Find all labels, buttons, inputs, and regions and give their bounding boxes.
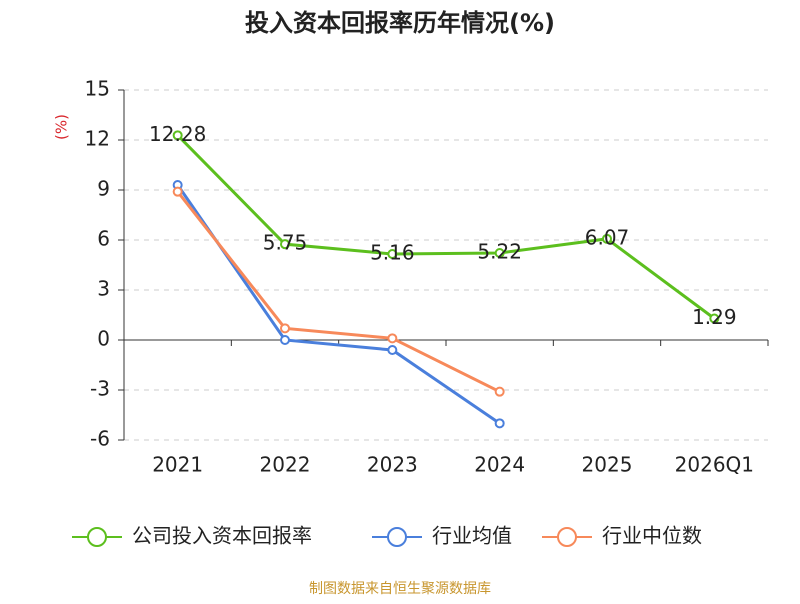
series-line (176, 134, 716, 320)
point (709, 313, 720, 324)
y-tick-label: -3 (90, 377, 110, 401)
point (494, 386, 505, 397)
source-note: 制图数据来自恒生聚源数据库 (309, 581, 491, 597)
x-tick-label: 2023 (367, 453, 418, 477)
y-tick-label: 15 (85, 77, 110, 101)
y-tick-label: -6 (90, 427, 110, 451)
point (387, 249, 398, 259)
chart-title: 投入资本回报率历年情况(%) (245, 9, 555, 37)
x-tick-label: 2024 (474, 453, 525, 477)
y-tick-label: 6 (97, 227, 110, 251)
point (280, 335, 290, 345)
x-tick-label: 2026Q1 (675, 453, 754, 477)
legend-marker (387, 527, 407, 547)
x-tick-label: 2022 (260, 453, 311, 477)
data-label: 5.22 (477, 240, 522, 264)
x-tick-label: 2021 (152, 453, 203, 477)
legend-marker (557, 527, 577, 547)
point (387, 345, 398, 355)
legend-marker (87, 527, 107, 547)
data-label: 12.28 (149, 122, 206, 146)
data-label: 1.29 (692, 305, 737, 329)
y-axis-label: (%) (53, 114, 71, 140)
point (280, 323, 290, 334)
y-tick-label: 12 (85, 127, 110, 151)
point (494, 248, 505, 258)
point (602, 233, 612, 244)
point (387, 333, 398, 344)
y-tick-label: 0 (97, 327, 110, 351)
legend-label: 行业中位数 (602, 524, 702, 548)
point (172, 186, 183, 197)
series-line (176, 184, 501, 425)
point (280, 239, 290, 250)
legend-label: 公司投入资本回报率 (132, 524, 312, 548)
x-tick-label: 2025 (582, 453, 633, 477)
series-line (176, 190, 501, 394)
y-tick-label: 3 (97, 277, 110, 301)
legend-label: 行业均值 (432, 524, 512, 548)
data-label: 5.16 (370, 241, 415, 265)
point (494, 418, 505, 429)
point (172, 130, 183, 141)
data-label: 5.75 (263, 231, 308, 255)
y-tick-label: 9 (97, 177, 110, 201)
data-label: 6.07 (585, 225, 630, 249)
